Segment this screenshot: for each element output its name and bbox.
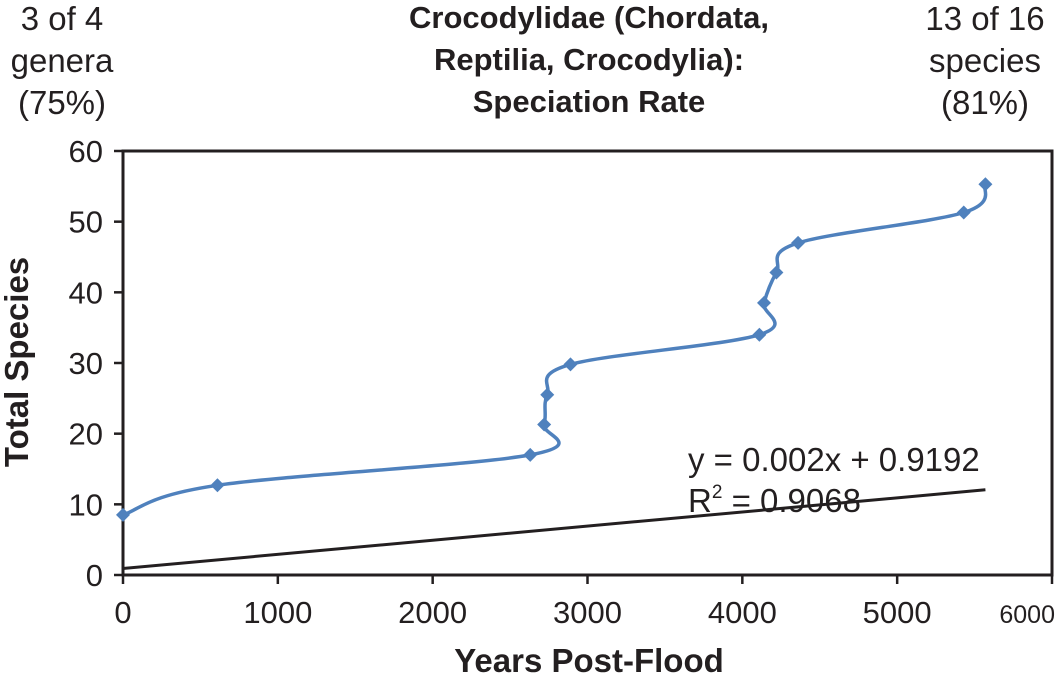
series-line (122, 183, 988, 517)
data-point-marker (537, 417, 552, 432)
data-point-marker (523, 447, 538, 462)
corner-right-line-1: 13 of 16 (925, 0, 1044, 37)
x-tick-label: 2000 (398, 595, 467, 630)
chart-title-line-2: Reptilia, Crocodylia): (434, 42, 744, 77)
plot-area (121, 149, 1054, 577)
r-squared-value: = 0.9068 (722, 482, 861, 519)
y-tick-label: 50 (69, 205, 103, 240)
y-tick-label: 10 (69, 487, 103, 522)
trendline-layer (122, 488, 986, 570)
series-layer (116, 177, 993, 522)
data-point-marker (956, 205, 971, 220)
trendline-equation: y = 0.002x + 0.9192 (688, 441, 980, 478)
y-tick-label: 20 (69, 417, 103, 452)
data-point-marker (757, 295, 772, 310)
x-tick-label: 1000 (243, 595, 312, 630)
x-tick-label: 0 (114, 595, 131, 630)
corner-right-line-3: (81%) (941, 84, 1029, 121)
x-tick-label: 5000 (863, 595, 932, 630)
y-axis-title: Total Species (0, 257, 35, 467)
x-tick-label: 3000 (553, 595, 622, 630)
corner-right-line-2: species (929, 42, 1041, 79)
x-tick-label: 4000 (708, 595, 777, 630)
data-point-marker (752, 327, 767, 342)
data-point-marker (210, 478, 225, 493)
y-tick-label: 0 (86, 558, 103, 593)
data-point-marker (978, 177, 993, 192)
y-tick-label: 30 (69, 346, 103, 381)
x-axis-title: Years Post-Flood (454, 642, 724, 676)
trendline (122, 488, 986, 570)
r-squared-prefix: R (688, 482, 712, 519)
data-point-marker (116, 507, 130, 522)
data-point-marker (563, 357, 578, 372)
chart-title-line-1: Crocodylidae (Chordata, (409, 0, 769, 35)
x-tick-label: 6000 (999, 601, 1055, 629)
r-squared-superscript: 2 (712, 482, 723, 503)
data-point-marker (540, 387, 555, 402)
data-point-marker (769, 265, 784, 280)
corner-left-line-2: genera (11, 42, 114, 79)
corner-left-line-3: (75%) (18, 84, 106, 121)
chart-title-line-3: Speciation Rate (473, 84, 706, 119)
corner-left-line-1: 3 of 4 (21, 0, 104, 37)
data-point-marker (791, 235, 806, 250)
y-tick-label: 60 (69, 134, 103, 169)
tick-layer: 0 10 20 30 40 50 60 0 1000 2000 3000 4000 5000 6000 (69, 134, 1055, 630)
y-tick-label: 40 (69, 275, 103, 310)
r-squared-label: R2 = 0.9068 (688, 482, 861, 519)
